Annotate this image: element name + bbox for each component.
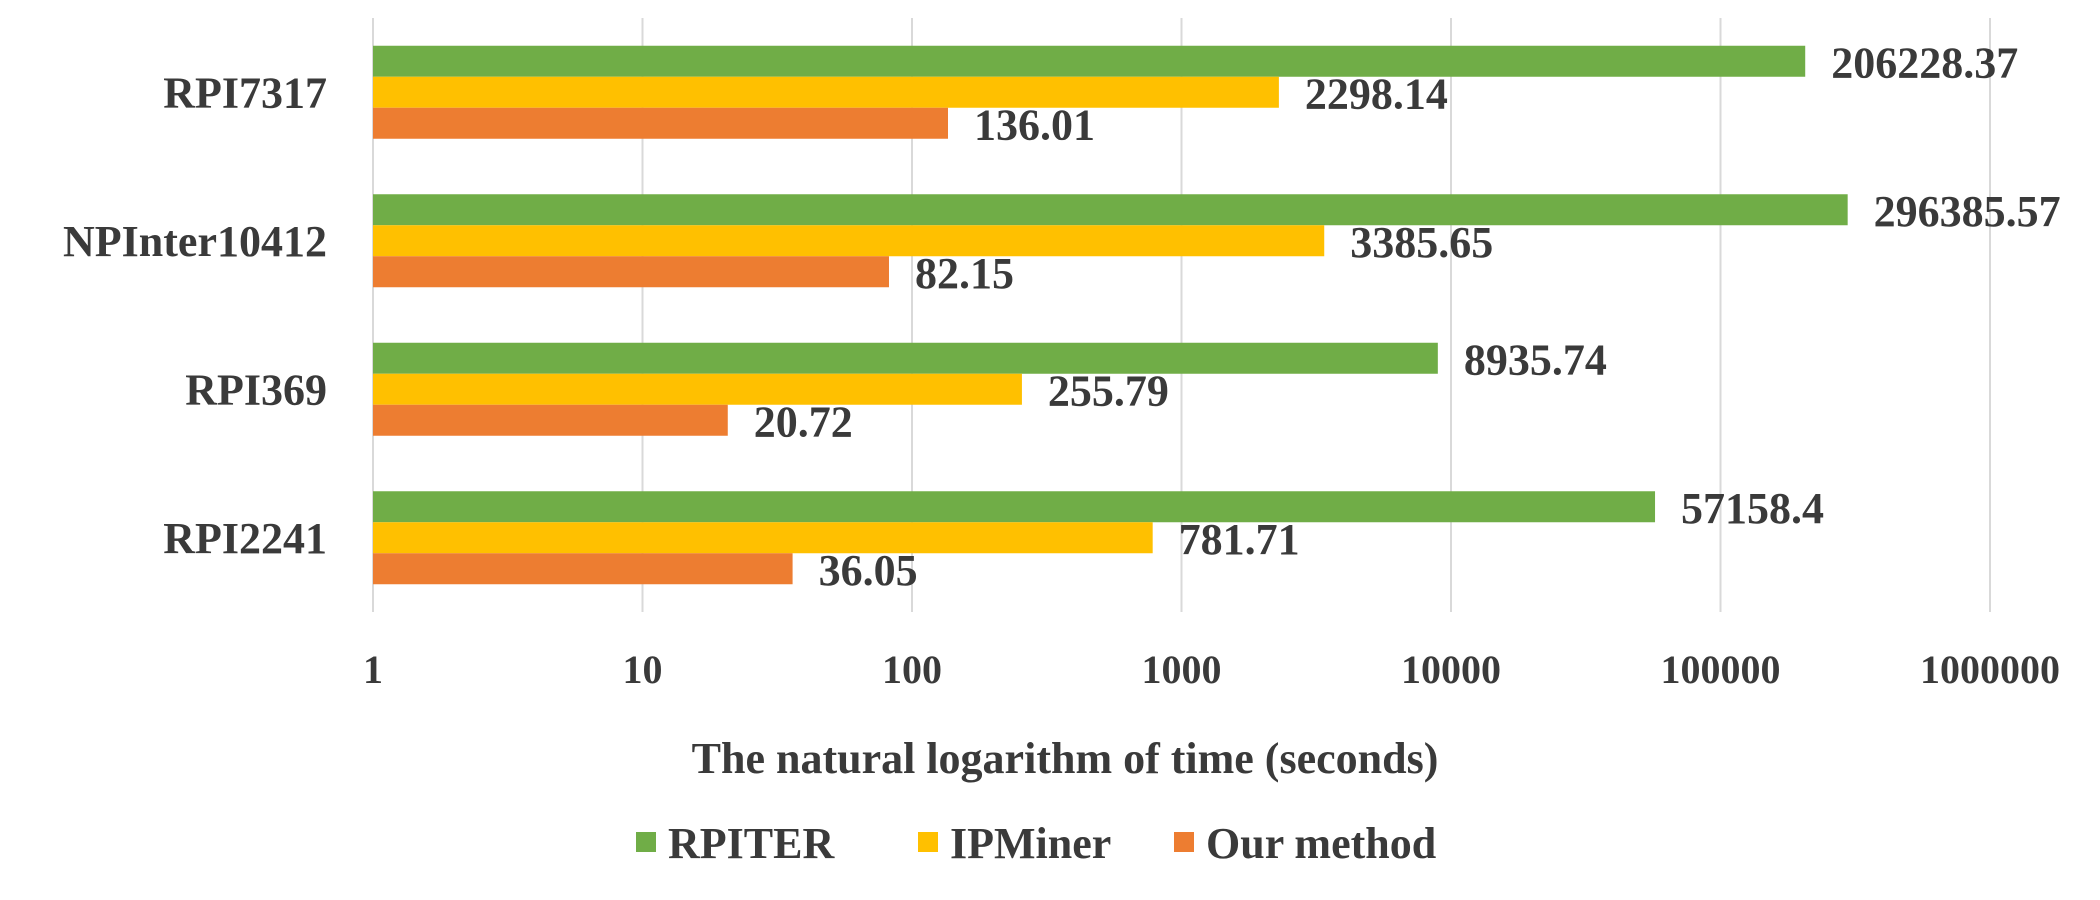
bar	[373, 553, 793, 585]
x-tick-label: 10000	[1401, 647, 1501, 692]
data-labels: 206228.37 2298.14 136.01 296385.57 3385.65 82…	[754, 38, 2061, 595]
data-label: 296385.57	[1874, 187, 2061, 236]
bar	[373, 194, 1848, 226]
bar	[373, 373, 1022, 405]
data-label: 206228.37	[1831, 38, 2018, 87]
data-label: 3385.65	[1350, 218, 1493, 267]
legend-swatch	[636, 832, 656, 852]
bar	[373, 342, 1438, 374]
x-axis-title: The natural logarithm of time (seconds)	[692, 734, 1439, 783]
category-label: RPI369	[185, 365, 327, 414]
bar	[373, 491, 1656, 523]
data-label: 82.15	[915, 249, 1014, 298]
x-tick-labels: 1 10 100 1000 10000 100000 1000000	[363, 647, 2060, 692]
category-label: RPI2241	[163, 514, 327, 563]
data-label: 20.72	[754, 397, 853, 446]
legend-label: IPMiner	[950, 819, 1111, 868]
data-label: 781.71	[1179, 515, 1300, 564]
x-tick-label: 1	[363, 647, 383, 692]
category-label: RPI7317	[163, 68, 327, 117]
bar	[373, 107, 948, 139]
data-label: 2298.14	[1305, 69, 1448, 118]
bar	[373, 45, 1806, 77]
legend-swatch	[1174, 832, 1194, 852]
bar	[373, 404, 728, 436]
legend-label: Our method	[1206, 819, 1436, 868]
bars	[373, 45, 1848, 585]
data-label: 57158.4	[1681, 484, 1824, 533]
data-label: 136.01	[974, 100, 1095, 149]
x-tick-label: 100	[882, 647, 942, 692]
legend-label: RPITER	[668, 819, 835, 868]
x-tick-label: 1000000	[1920, 647, 2060, 692]
bar	[373, 225, 1325, 257]
bar	[373, 76, 1279, 108]
x-tick-label: 100000	[1661, 647, 1781, 692]
bar	[373, 522, 1153, 554]
data-label: 36.05	[819, 546, 918, 595]
data-label: 8935.74	[1464, 335, 1607, 384]
bar	[373, 256, 889, 288]
x-tick-label: 10	[623, 647, 663, 692]
legend: RPITER IPMiner Our method	[636, 819, 1436, 868]
category-labels: RPI7317 NPInter10412 RPI369 RPI2241	[63, 68, 327, 563]
category-label: NPInter10412	[63, 217, 327, 266]
x-tick-label: 1000	[1142, 647, 1222, 692]
data-label: 255.79	[1048, 366, 1169, 415]
legend-swatch	[918, 832, 938, 852]
